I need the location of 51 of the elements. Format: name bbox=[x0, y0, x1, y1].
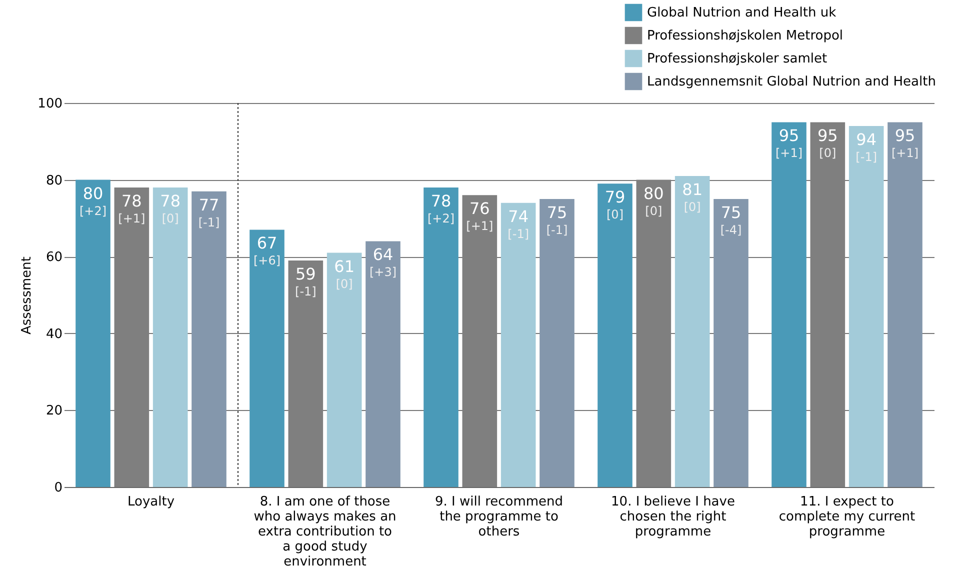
bar bbox=[598, 184, 632, 487]
x-tick-label: 8. I am one of those who always makes an extra contribution to a good study environment bbox=[254, 494, 396, 570]
x-tick-label: 9. I will recommend the programme to others bbox=[434, 494, 564, 540]
text: 80 [+2] bbox=[79, 184, 107, 218]
text: 95 [+1] bbox=[891, 126, 919, 160]
x-tick-label: 10. I believe I have chosen the right programme bbox=[611, 494, 735, 540]
y-tick-label: 40 bbox=[46, 326, 62, 342]
bar bbox=[500, 202, 536, 487]
text: 76 [+1] bbox=[466, 199, 494, 234]
y-tick-label: 0 bbox=[54, 480, 62, 496]
text: 95 [+1] bbox=[775, 126, 803, 160]
legend-label: Professionshøjskolen Metropol bbox=[647, 28, 844, 44]
y-tick-label: 80 bbox=[46, 173, 62, 188]
text: 59 [-1] bbox=[295, 264, 316, 298]
bar bbox=[674, 176, 710, 487]
legend-label: Global Nutrion and Health uk bbox=[647, 6, 837, 20]
bar bbox=[250, 230, 284, 487]
text: 78 [+2] bbox=[427, 191, 455, 226]
text: 77 [-1] bbox=[198, 195, 220, 230]
y-axis-title: Assessment bbox=[20, 256, 35, 334]
text: 79 [0] bbox=[604, 188, 626, 222]
text: 61 [0] bbox=[334, 256, 355, 291]
bar bbox=[888, 122, 922, 487]
text: 95 [0] bbox=[817, 126, 838, 160]
bar bbox=[424, 187, 458, 487]
text: 78 [0] bbox=[160, 191, 181, 226]
bar bbox=[848, 126, 884, 487]
text: 75 [-1] bbox=[546, 203, 568, 237]
bar bbox=[366, 241, 400, 487]
legend-label: Landsgennemsnit Global Nutrion and Health bbox=[647, 74, 936, 90]
bar bbox=[152, 187, 188, 487]
x-tick-label: Loyalty bbox=[127, 494, 175, 510]
y-tick-label: 20 bbox=[46, 404, 62, 419]
bar bbox=[76, 180, 110, 487]
text: 67 [+6] bbox=[253, 234, 281, 268]
text: 64 [+3] bbox=[369, 245, 397, 280]
text: 74 [-1] bbox=[508, 206, 529, 241]
x-tick-label: 11. I expect to complete my current programme bbox=[778, 494, 916, 540]
legend-label: Professionshøjskoler samlet bbox=[647, 52, 828, 66]
text: 94 [-1] bbox=[856, 130, 877, 164]
bar bbox=[714, 199, 748, 487]
y-tick-label: 100 bbox=[38, 96, 62, 112]
text: 78 [+1] bbox=[118, 191, 146, 226]
text: 81 [0] bbox=[682, 180, 703, 214]
bar bbox=[192, 191, 226, 487]
text: 75 [-4] bbox=[720, 203, 742, 237]
bar bbox=[326, 252, 362, 487]
bar bbox=[772, 122, 806, 487]
text: 80 [0] bbox=[643, 184, 664, 218]
bar bbox=[540, 199, 574, 487]
y-tick-label: 60 bbox=[46, 250, 62, 266]
